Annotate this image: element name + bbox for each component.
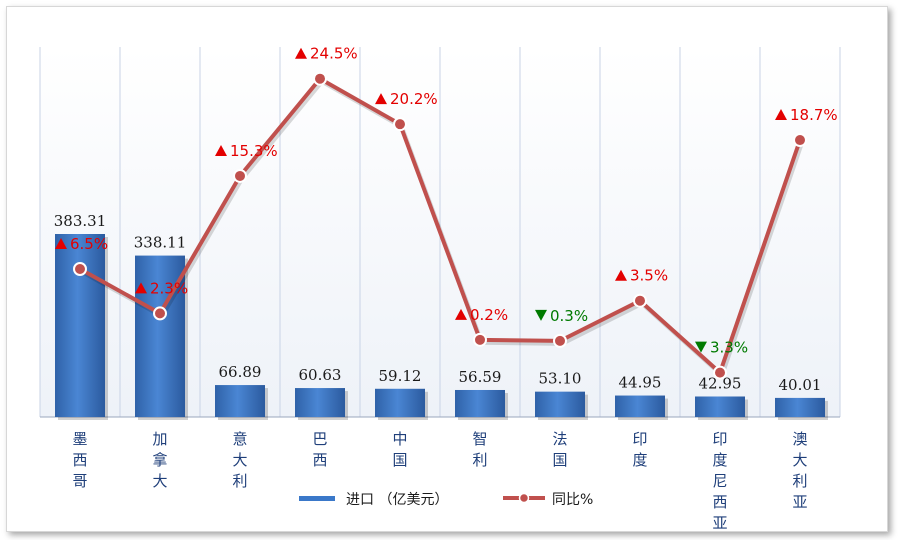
legend: 进口 （亿美元） 同比% bbox=[299, 492, 593, 508]
bar bbox=[375, 388, 425, 417]
yoy-value-label: 15.3% bbox=[230, 142, 278, 160]
up-arrow-icon bbox=[135, 282, 147, 294]
line-point bbox=[633, 293, 647, 308]
yoy-label: 15.3% bbox=[215, 142, 278, 160]
bar-value-label: 60.63 bbox=[299, 366, 342, 384]
yoy-value-label: 0.2% bbox=[470, 306, 508, 324]
line-point bbox=[233, 168, 247, 183]
yoy-value-label: 0.3% bbox=[550, 307, 588, 325]
legend-bar-swatch bbox=[299, 496, 335, 501]
bar bbox=[55, 234, 105, 417]
data-labels: 383.31 338.11 66.89 60.63 59.12 56.59 53.10 44.… bbox=[54, 45, 838, 394]
up-arrow-icon bbox=[375, 93, 387, 105]
bar bbox=[775, 397, 825, 417]
yoy-line bbox=[79, 76, 802, 375]
up-arrow-icon bbox=[55, 238, 67, 249]
up-arrow-icon bbox=[615, 269, 627, 281]
bar bbox=[535, 391, 585, 417]
line-point bbox=[473, 332, 487, 347]
line-point bbox=[553, 333, 567, 348]
line-series bbox=[73, 71, 807, 380]
bar-value-label: 338.11 bbox=[134, 234, 187, 252]
legend-bar-label: 进口 （亿美元） bbox=[346, 492, 448, 508]
category-label: 意大利 bbox=[232, 430, 247, 490]
yoy-value-label: 18.7% bbox=[790, 106, 838, 124]
bar bbox=[695, 396, 745, 417]
bar-value-label: 66.89 bbox=[219, 363, 262, 381]
yoy-label: 0.2% bbox=[455, 306, 508, 324]
legend-line-marker bbox=[518, 492, 530, 504]
yoy-value-label: 3.5% bbox=[630, 267, 668, 285]
yoy-label: 2.3% bbox=[135, 279, 188, 297]
line-point bbox=[713, 365, 727, 380]
chart-frame: 383.31 338.11 66.89 60.63 59.12 56.59 53.10 44.… bbox=[6, 6, 888, 532]
yoy-value-label: 6.5% bbox=[70, 235, 108, 253]
bar bbox=[295, 388, 345, 417]
bar bbox=[455, 389, 505, 417]
bar-value-label: 56.59 bbox=[459, 368, 502, 386]
line-point bbox=[313, 71, 327, 86]
bar-value-label: 42.95 bbox=[699, 374, 742, 392]
bar-value-label: 40.01 bbox=[779, 376, 822, 394]
line-point bbox=[393, 117, 407, 132]
bar bbox=[215, 385, 265, 417]
category-label: 澳大利亚 bbox=[792, 430, 807, 511]
yoy-label: 18.7% bbox=[775, 106, 838, 124]
category-label: 墨西哥 bbox=[72, 430, 87, 490]
line-point bbox=[73, 262, 87, 276]
category-label: 中国 bbox=[392, 430, 407, 469]
yoy-label: 3.5% bbox=[615, 267, 668, 285]
yoy-label: 24.5% bbox=[295, 45, 358, 63]
yoy-label: 0.3% bbox=[535, 307, 588, 325]
line-point bbox=[793, 133, 807, 148]
category-label: 智利 bbox=[472, 430, 487, 469]
down-arrow-icon bbox=[535, 309, 547, 321]
yoy-label: 20.2% bbox=[375, 90, 438, 108]
yoy-value-label: 24.5% bbox=[310, 45, 358, 63]
bar-value-label: 59.12 bbox=[379, 367, 422, 385]
legend-line-label: 同比% bbox=[552, 492, 593, 508]
yoy-value-label: 2.3% bbox=[150, 279, 188, 297]
category-label: 加拿大 bbox=[152, 430, 167, 490]
line-point bbox=[153, 306, 167, 321]
bar-value-label: 383.31 bbox=[54, 212, 107, 230]
up-arrow-icon bbox=[215, 144, 227, 156]
category-label: 巴西 bbox=[312, 430, 327, 469]
bar-value-label: 53.10 bbox=[539, 370, 582, 388]
yoy-label: 6.5% bbox=[55, 235, 108, 253]
category-label: 印度 bbox=[632, 430, 647, 469]
category-label: 法国 bbox=[552, 430, 567, 469]
combo-chart: 383.31 338.11 66.89 60.63 59.12 56.59 53.10 44.… bbox=[39, 45, 841, 531]
bar bbox=[615, 395, 665, 417]
up-arrow-icon bbox=[295, 47, 307, 59]
yoy-value-label: 3.3% bbox=[710, 339, 748, 357]
bar-value-label: 44.95 bbox=[619, 374, 662, 392]
yoy-value-label: 20.2% bbox=[390, 90, 438, 108]
down-arrow-icon bbox=[695, 341, 707, 353]
up-arrow-icon bbox=[455, 308, 467, 320]
category-label: 印度尼西亚 bbox=[712, 430, 727, 531]
yoy-label: 3.3% bbox=[695, 339, 748, 357]
up-arrow-icon bbox=[775, 109, 787, 121]
category-labels: 墨西哥 加拿大 意大利 巴西 中国 智利 法国 印度 印度尼西亚 澳大利亚 bbox=[72, 430, 807, 531]
